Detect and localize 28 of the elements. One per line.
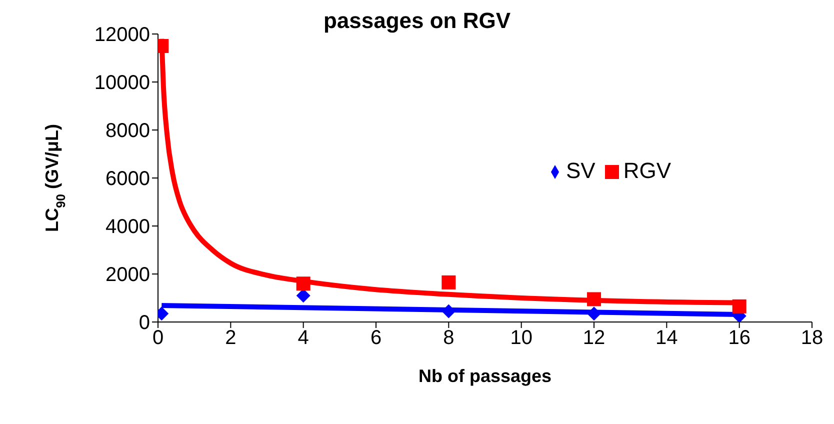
y-tick-label: 12000 bbox=[94, 24, 150, 46]
x-axis-title: Nb of passages bbox=[418, 366, 552, 386]
x-tick-label: 0 bbox=[152, 327, 164, 350]
point bbox=[296, 276, 310, 291]
chart-title: passages on RGV bbox=[323, 8, 511, 33]
y-tick-label: 10000 bbox=[94, 72, 150, 94]
x-tick-label: 14 bbox=[656, 327, 678, 350]
x-tick-label: 10 bbox=[510, 327, 532, 350]
x-tick-label: 2 bbox=[225, 327, 236, 350]
x-tick-label: 16 bbox=[728, 327, 750, 350]
y-tick-label: 2000 bbox=[106, 264, 150, 286]
legend-label: SV bbox=[566, 158, 596, 183]
x-tick-label: 4 bbox=[298, 327, 309, 350]
x-tick-label: 8 bbox=[443, 327, 454, 350]
point bbox=[442, 304, 456, 318]
y-tick-label: 6000 bbox=[106, 168, 150, 190]
point bbox=[732, 299, 746, 314]
legend-label: RGV bbox=[623, 158, 672, 183]
point bbox=[296, 288, 310, 303]
point bbox=[587, 306, 601, 321]
x-tick-label: 18 bbox=[800, 327, 824, 350]
point bbox=[442, 275, 456, 290]
y-tick-label: 8000 bbox=[106, 120, 150, 142]
y-tick-label: 4000 bbox=[106, 216, 150, 238]
x-tick-label: 12 bbox=[582, 327, 606, 350]
y-tick-label: 0 bbox=[138, 312, 150, 334]
point bbox=[587, 292, 601, 306]
x-tick-label: 6 bbox=[370, 327, 382, 350]
